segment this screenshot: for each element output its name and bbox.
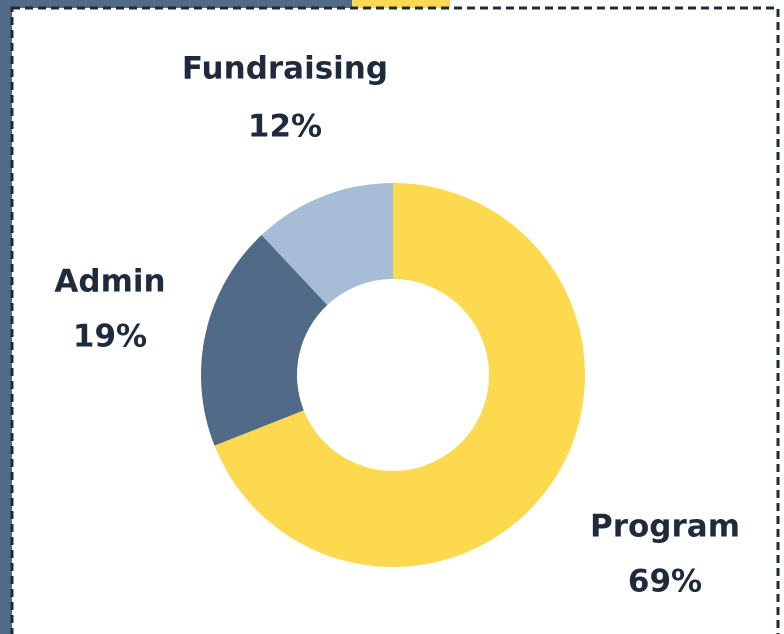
slice-label: Admin [54, 264, 165, 300]
slice-value-label: 12% [248, 109, 322, 145]
slice-label: Program [590, 509, 740, 545]
slice-label: Fundraising [182, 51, 388, 87]
decor-left [0, 0, 12, 634]
donut-slice [200, 235, 328, 446]
donut-slice [214, 183, 585, 567]
donut-slice [261, 183, 393, 306]
slice-value-label: 19% [73, 319, 147, 355]
slice-value-label: 69% [628, 564, 702, 600]
donut [200, 183, 585, 567]
